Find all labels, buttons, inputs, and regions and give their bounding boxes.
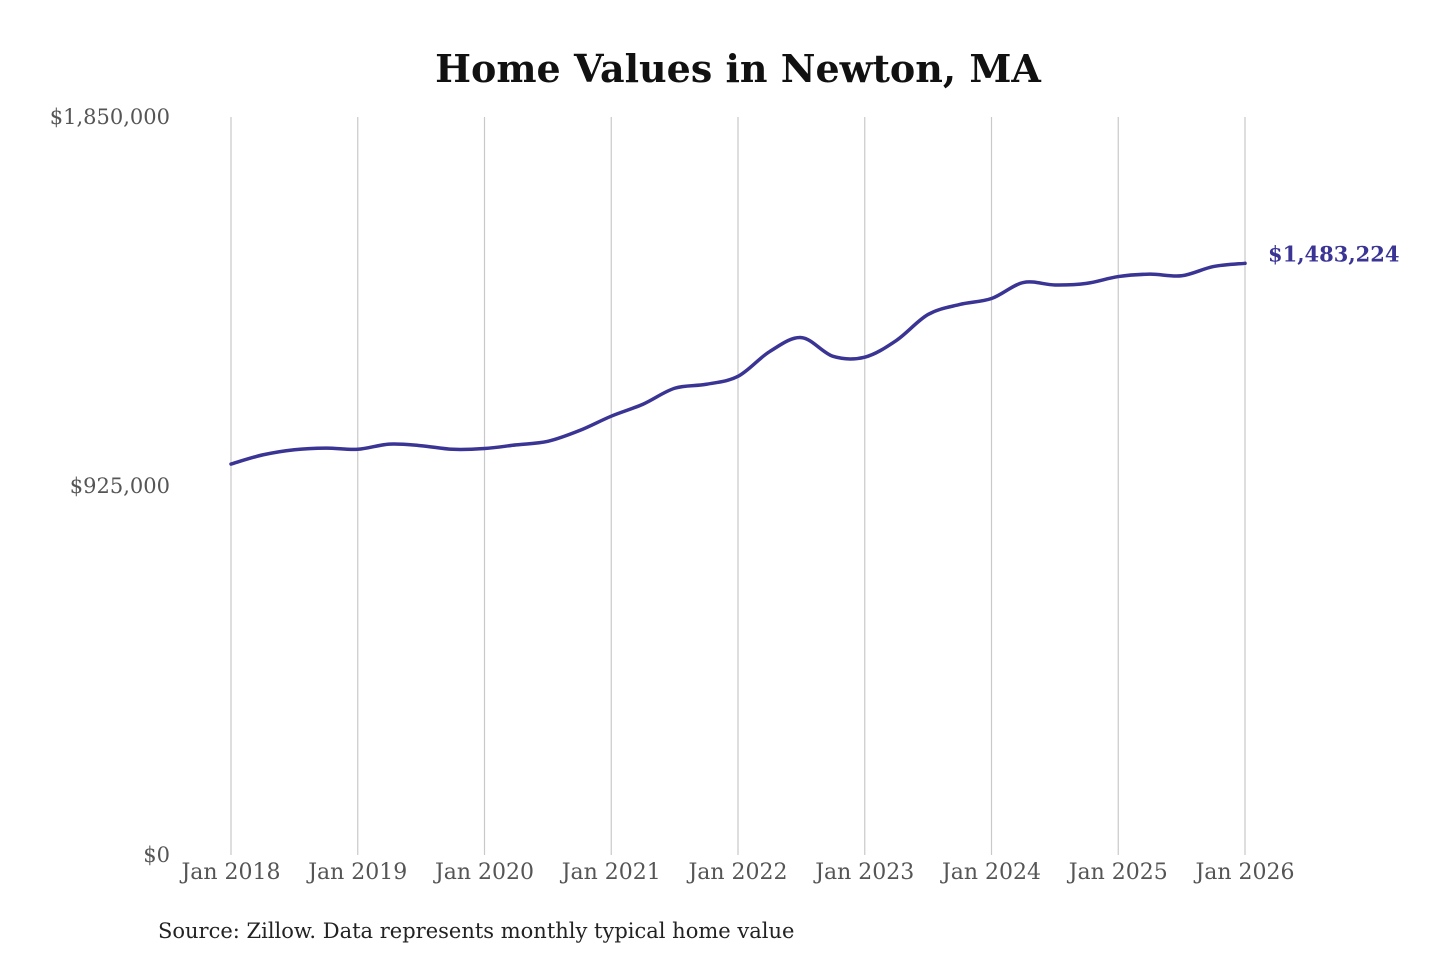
x-tick-label: Jan 2020 xyxy=(433,860,534,885)
x-axis-ticks: Jan 2018 Jan 2019 Jan 2020 Jan 2021 Jan 2022… xyxy=(179,860,1294,885)
grid-lines xyxy=(230,117,1246,855)
x-tick-label: Jan 2018 xyxy=(179,860,280,885)
x-tick-label: Jan 2024 xyxy=(940,860,1041,885)
last-value-label: $1,483,224 xyxy=(1268,241,1400,266)
series-line-0 xyxy=(229,261,1247,466)
x-tick-label: Jan 2021 xyxy=(560,860,661,885)
y-tick-label: $1,850,000 xyxy=(50,105,170,129)
chart-title: Home Values in Newton, MA xyxy=(435,46,1041,91)
x-tick-label: Jan 2023 xyxy=(813,860,914,885)
x-tick-label: Jan 2026 xyxy=(1193,860,1294,885)
series-layer xyxy=(229,261,1247,466)
y-axis-ticks: $0 $925,000 $1,850,000 xyxy=(50,105,170,867)
y-tick-label: $925,000 xyxy=(70,474,170,498)
x-tick-label: Jan 2022 xyxy=(686,860,787,885)
source-note: Source: Zillow. Data represents monthly … xyxy=(158,919,794,943)
x-tick-label: Jan 2025 xyxy=(1067,860,1168,885)
y-tick-label: $0 xyxy=(143,843,170,867)
x-tick-label: Jan 2019 xyxy=(306,860,407,885)
